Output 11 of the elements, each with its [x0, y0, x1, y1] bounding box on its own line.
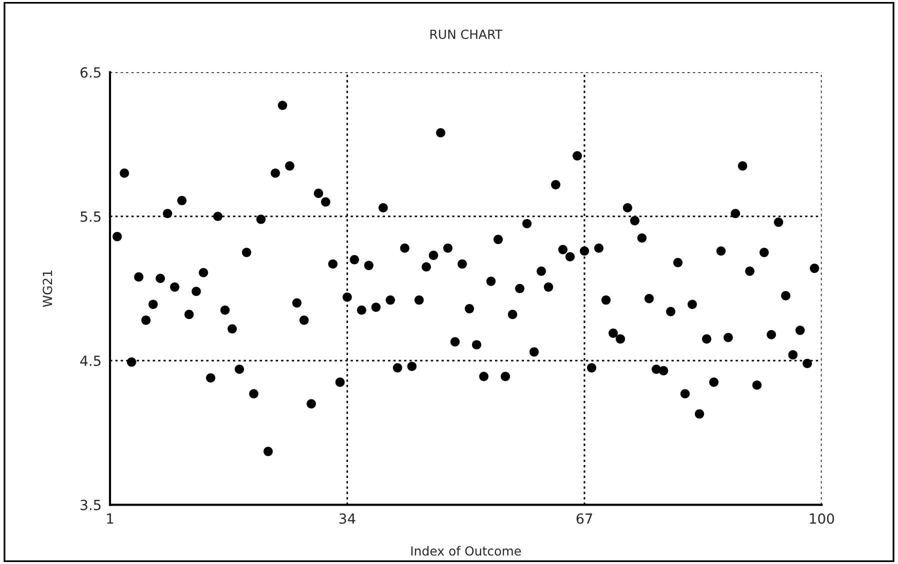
x-axis-title: Index of Outcome	[411, 546, 521, 556]
x-tick-label: 67	[576, 513, 592, 524]
y-tick-label: 4.5	[80, 356, 100, 366]
y-tick-label: 6.5	[80, 67, 100, 78]
x-tick-label: 100	[810, 513, 834, 524]
x-tick-label: 1	[107, 514, 114, 524]
chart-title: RUN CHART	[430, 30, 502, 40]
y-axis-title: WG21	[42, 270, 52, 308]
y-tick-label: 3.5	[80, 500, 100, 510]
y-tick-label: 5.5	[80, 212, 100, 222]
x-tick-label: 34	[339, 513, 356, 524]
